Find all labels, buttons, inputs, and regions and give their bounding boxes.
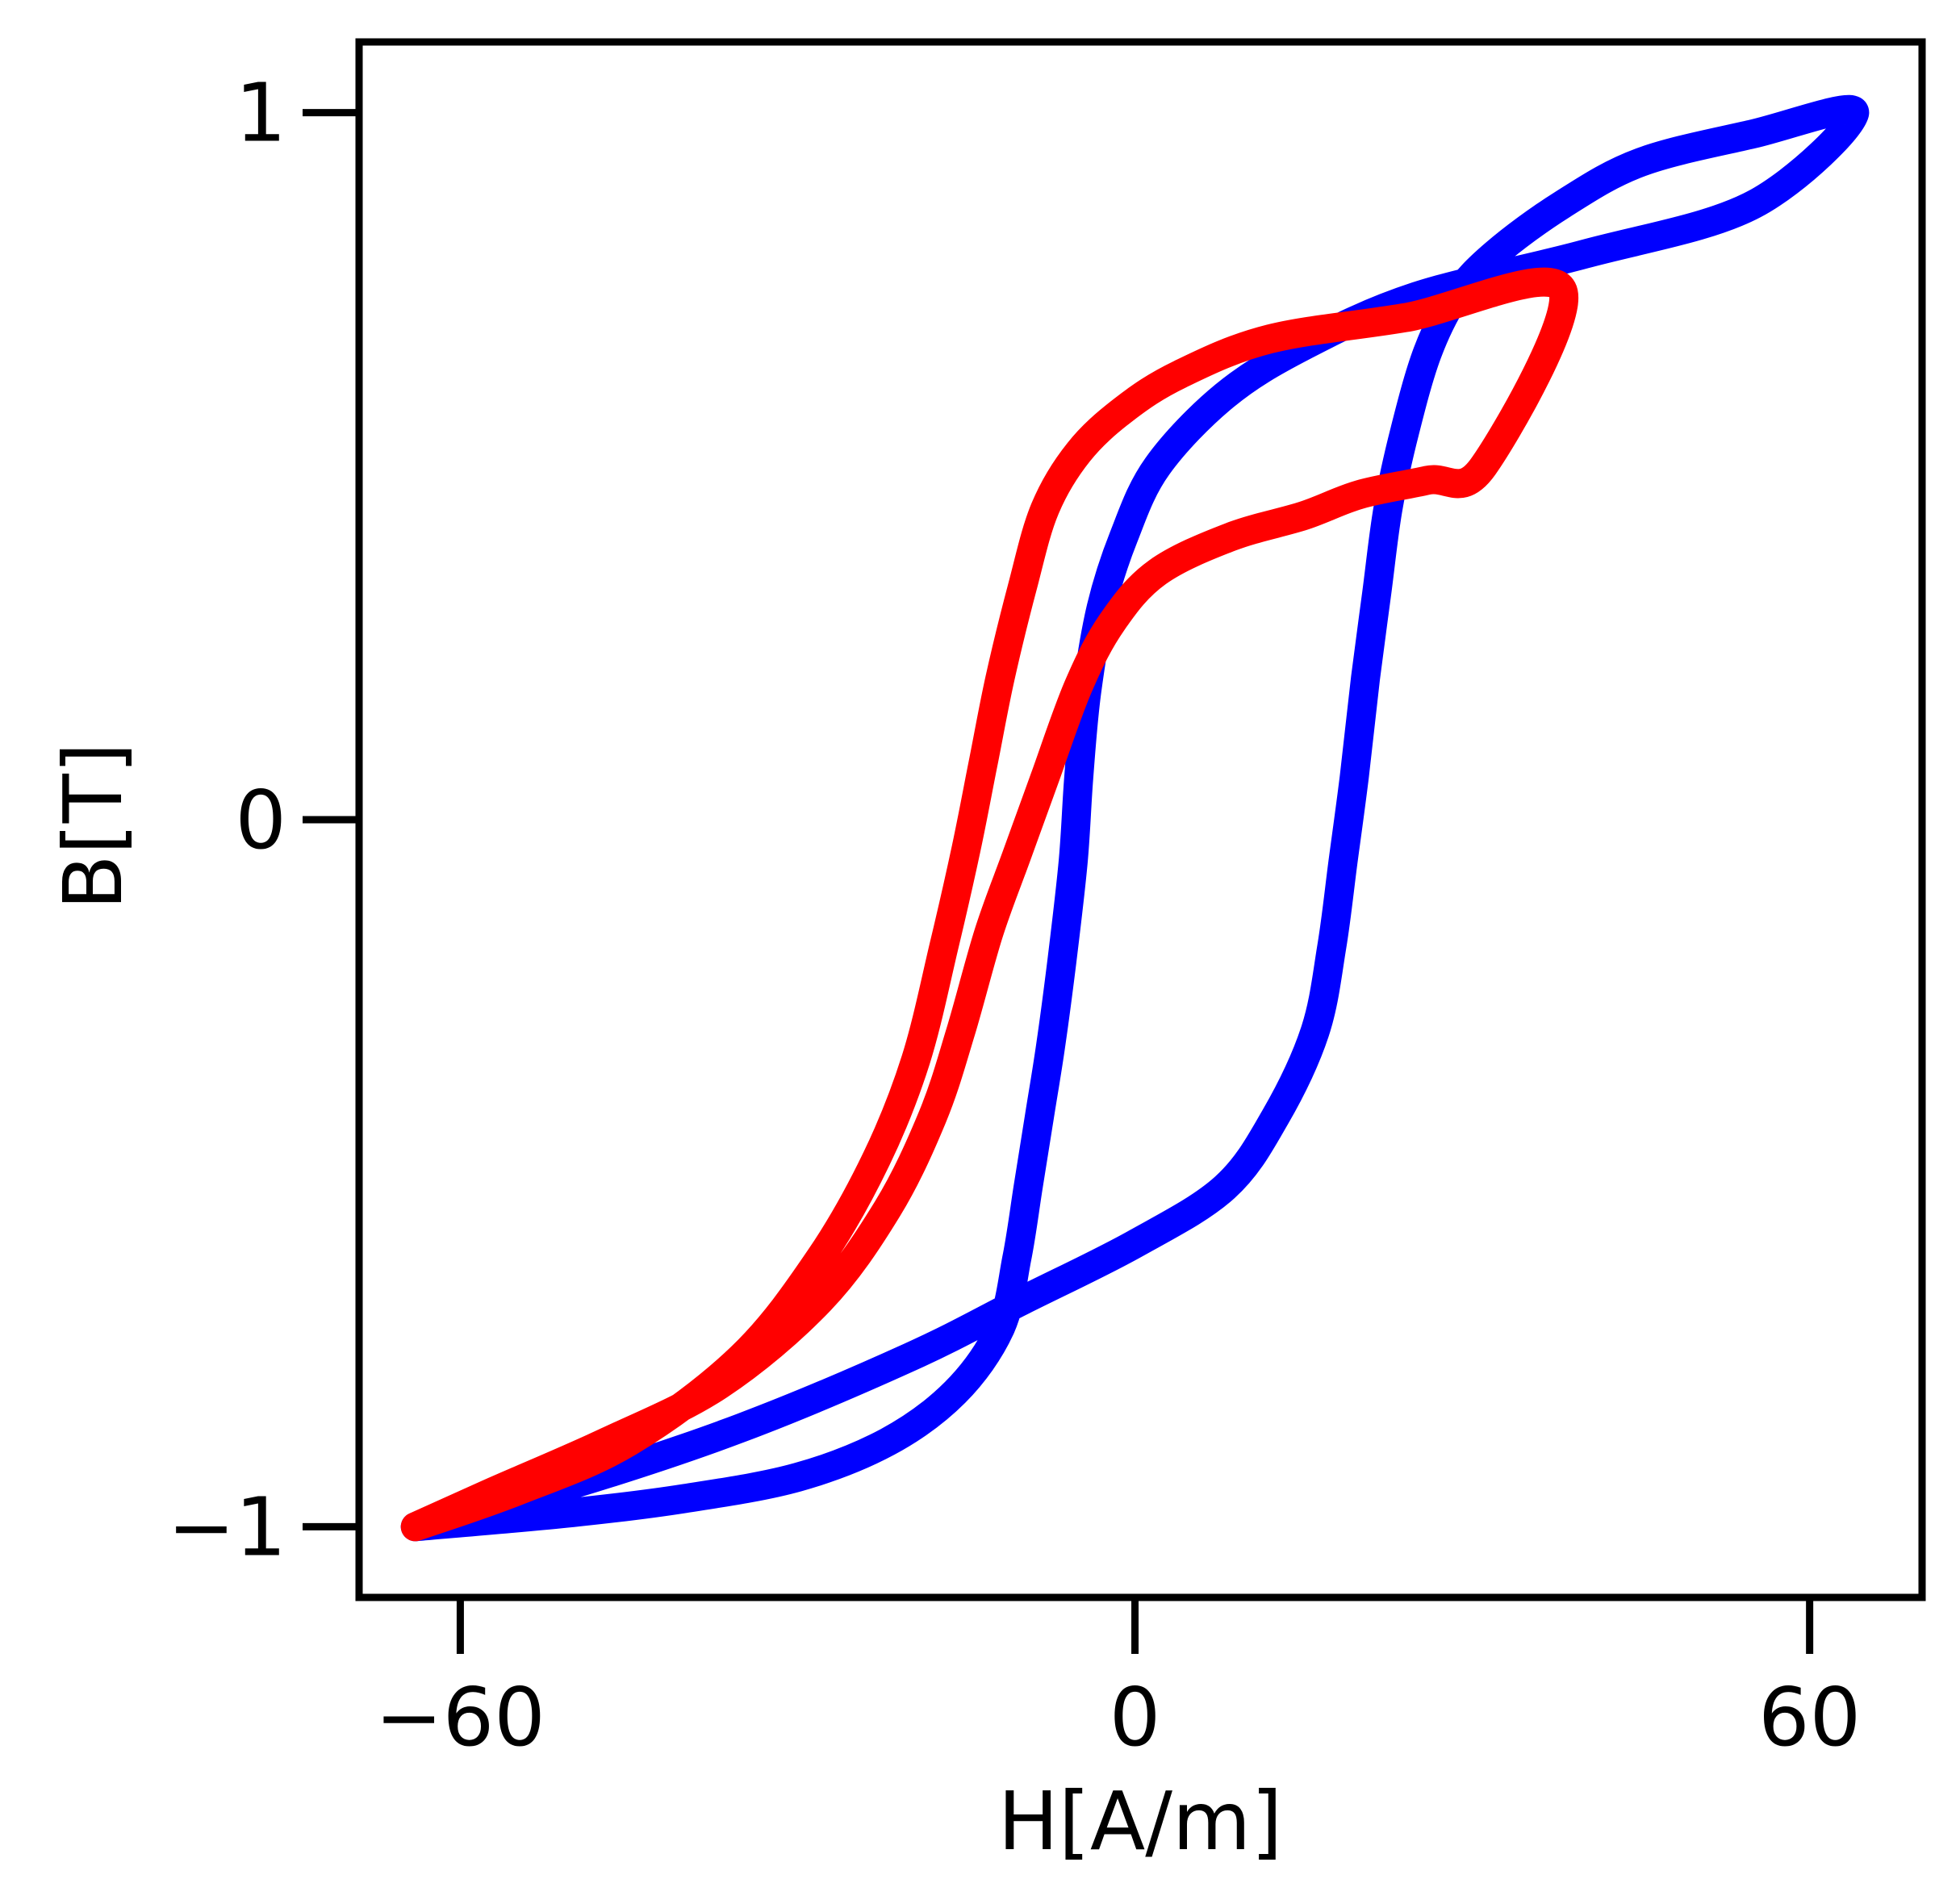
x-tick-label: −60 xyxy=(375,1670,545,1764)
series-line-1 xyxy=(400,94,1870,1542)
plot-frame xyxy=(355,38,1926,1601)
y-axis-label: B[T] xyxy=(46,742,140,910)
series-line-2 xyxy=(400,267,1578,1542)
x-axis-label: H[A/m] xyxy=(998,1774,1283,1869)
x-tick-label: 0 xyxy=(1110,1670,1161,1764)
x-axis: −60 0 60 xyxy=(375,1597,1861,1764)
y-axis: −1 0 1 xyxy=(168,66,359,1574)
y-tick-label: 1 xyxy=(235,66,286,161)
y-tick-label: 0 xyxy=(235,773,286,867)
y-tick-label: −1 xyxy=(168,1480,286,1574)
x-tick-label: 60 xyxy=(1758,1670,1861,1764)
series-layer xyxy=(400,94,1870,1542)
